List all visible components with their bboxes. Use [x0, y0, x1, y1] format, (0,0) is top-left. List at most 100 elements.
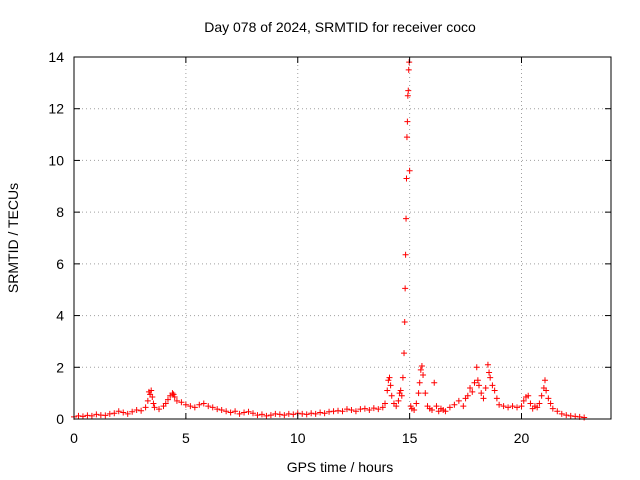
data-point	[178, 399, 185, 406]
data-point	[144, 397, 151, 404]
data-point	[348, 406, 355, 413]
x-axis-label: GPS time / hours	[287, 459, 394, 475]
data-point	[200, 400, 207, 407]
data-point	[387, 382, 394, 389]
data-point	[474, 377, 481, 384]
chart-title: Day 078 of 2024, SRMTID for receiver coc…	[204, 19, 476, 35]
data-point	[129, 408, 136, 415]
data-point	[124, 410, 131, 417]
data-point	[520, 397, 527, 404]
data-point	[142, 404, 149, 411]
data-point	[79, 413, 86, 420]
data-point	[500, 403, 507, 410]
data-point	[467, 384, 474, 391]
data-point	[549, 405, 556, 412]
data-point	[496, 401, 503, 408]
data-point	[236, 410, 243, 417]
data-point	[385, 377, 392, 384]
data-point	[375, 406, 382, 413]
grid-lines	[74, 57, 611, 419]
data-point	[405, 66, 412, 73]
data-point	[149, 394, 156, 401]
data-point	[543, 387, 550, 394]
data-point	[401, 350, 408, 357]
data-point	[357, 406, 364, 413]
y-tick-label: 8	[56, 204, 64, 220]
data-point	[418, 362, 425, 369]
data-point	[404, 92, 411, 99]
data-point	[401, 319, 408, 326]
data-point	[326, 408, 333, 415]
data-point	[171, 394, 178, 401]
data-point	[84, 412, 91, 419]
data-point	[218, 406, 225, 413]
data-point	[272, 410, 279, 417]
data-point	[191, 404, 198, 411]
data-point	[415, 390, 422, 397]
data-point	[148, 387, 155, 394]
y-tick-label: 0	[56, 411, 64, 427]
data-point	[312, 410, 319, 417]
data-point	[196, 401, 203, 408]
data-point	[442, 408, 449, 415]
data-point	[417, 366, 424, 373]
data-point	[518, 403, 525, 410]
plot-frame	[73, 56, 612, 420]
data-point	[227, 409, 234, 416]
data-point	[308, 410, 315, 417]
data-point	[317, 409, 324, 416]
data-point	[164, 396, 171, 403]
x-tick-label: 10	[290, 430, 306, 446]
data-point	[281, 412, 288, 419]
data-point	[187, 403, 194, 410]
data-point	[339, 408, 346, 415]
data-point	[75, 412, 82, 419]
data-point	[205, 403, 212, 410]
y-tick-label: 10	[48, 152, 64, 168]
data-point	[446, 404, 453, 411]
data-point	[335, 407, 342, 414]
data-point	[276, 411, 283, 418]
data-point	[330, 408, 337, 415]
data-point	[460, 403, 467, 410]
data-point	[431, 379, 438, 386]
data-point	[388, 392, 395, 399]
data-point	[223, 408, 230, 415]
data-point	[290, 411, 297, 418]
data-point	[343, 406, 350, 413]
x-tick-label: 15	[402, 430, 418, 446]
y-tick-label: 4	[56, 308, 64, 324]
data-point	[402, 285, 409, 292]
data-point	[471, 379, 478, 386]
data-point	[209, 404, 216, 411]
axis-ticks: 0 5 10 15 20 0 2 4 6 8 10 12 14	[48, 49, 611, 446]
data-point	[111, 410, 118, 417]
data-point	[245, 408, 252, 415]
data-point	[487, 374, 494, 381]
data-point	[534, 404, 541, 411]
data-point	[115, 408, 122, 415]
data-point	[395, 397, 402, 404]
data-point	[182, 401, 189, 408]
data-point	[382, 400, 389, 407]
data-point	[361, 405, 368, 412]
data-point	[469, 388, 476, 395]
data-point	[455, 397, 462, 404]
data-point	[102, 412, 109, 419]
data-point	[567, 412, 574, 419]
data-point	[433, 403, 440, 410]
data-point	[214, 406, 221, 413]
data-point	[547, 400, 554, 407]
data-point	[403, 215, 410, 222]
data-point	[267, 412, 274, 419]
data-point	[464, 392, 471, 399]
data-point	[402, 251, 409, 258]
data-point	[88, 412, 95, 419]
data-point	[403, 175, 410, 182]
data-point	[411, 406, 418, 413]
data-point	[299, 410, 306, 417]
data-point	[538, 392, 545, 399]
data-point	[403, 134, 410, 141]
data-point	[480, 395, 487, 402]
data-point	[156, 406, 163, 413]
